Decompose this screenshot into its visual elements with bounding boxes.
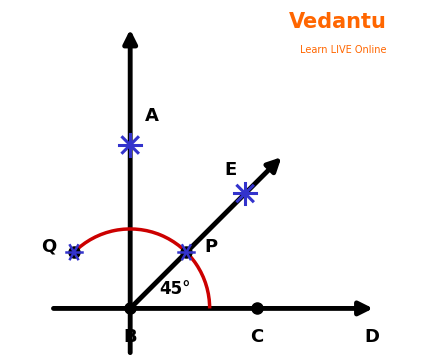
Text: B: B	[123, 328, 137, 346]
Text: D: D	[365, 328, 380, 346]
Text: Q: Q	[41, 238, 56, 256]
Text: Learn LIVE Online: Learn LIVE Online	[300, 45, 387, 55]
Text: Vedantu: Vedantu	[289, 12, 387, 32]
Text: E: E	[224, 161, 237, 179]
Text: P: P	[205, 238, 217, 256]
Text: 45°: 45°	[159, 280, 191, 298]
Text: C: C	[250, 328, 263, 346]
Text: A: A	[145, 107, 158, 125]
